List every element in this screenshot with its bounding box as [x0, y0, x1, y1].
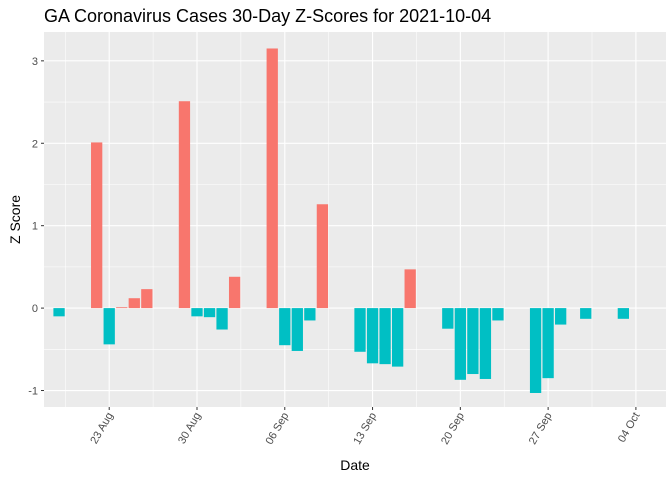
x-tick-label: 27 Sep [527, 411, 555, 447]
y-tick-label: -1 [28, 386, 38, 398]
bar [555, 308, 567, 325]
bar [291, 308, 303, 351]
y-tick-label: 2 [32, 138, 38, 150]
bar [454, 308, 466, 380]
bar [492, 308, 504, 321]
bar [141, 289, 153, 309]
bar [617, 308, 630, 319]
y-tick-label: 3 [32, 56, 38, 68]
bar [103, 308, 115, 345]
x-axis-title: Date [340, 457, 370, 473]
x-tick-label: 04 Oct [616, 411, 643, 445]
bar [529, 308, 542, 393]
bar [91, 142, 103, 309]
x-tick-label: 23 Aug [88, 411, 116, 447]
y-tick-label: 1 [32, 221, 38, 233]
bar [191, 308, 203, 317]
bar [404, 269, 416, 309]
bar [467, 308, 479, 375]
bar [442, 308, 454, 329]
bar [354, 308, 366, 352]
bar [391, 308, 404, 367]
bar [479, 308, 492, 379]
bar [178, 101, 191, 309]
bar [203, 308, 216, 318]
bar [304, 308, 316, 321]
chart-title: GA Coronavirus Cases 30-Day Z-Scores for… [44, 6, 492, 26]
bar [128, 298, 140, 309]
bar [216, 308, 228, 330]
x-tick-label: 30 Aug [176, 411, 204, 447]
bars [53, 48, 630, 393]
y-axis-title: Z Score [7, 195, 23, 244]
x-tick-label: 20 Sep [439, 411, 467, 447]
bar [279, 308, 291, 346]
x-tick-label: 13 Sep [351, 411, 379, 447]
bar [53, 308, 65, 317]
bar [228, 276, 241, 309]
bar [379, 308, 391, 365]
bar [366, 308, 379, 364]
bar [266, 48, 278, 309]
bar [580, 308, 592, 319]
bar [542, 308, 554, 379]
y-tick-label: 0 [32, 303, 38, 315]
bar [316, 204, 329, 309]
x-tick-label: 06 Sep [264, 411, 292, 447]
bar [116, 307, 128, 309]
